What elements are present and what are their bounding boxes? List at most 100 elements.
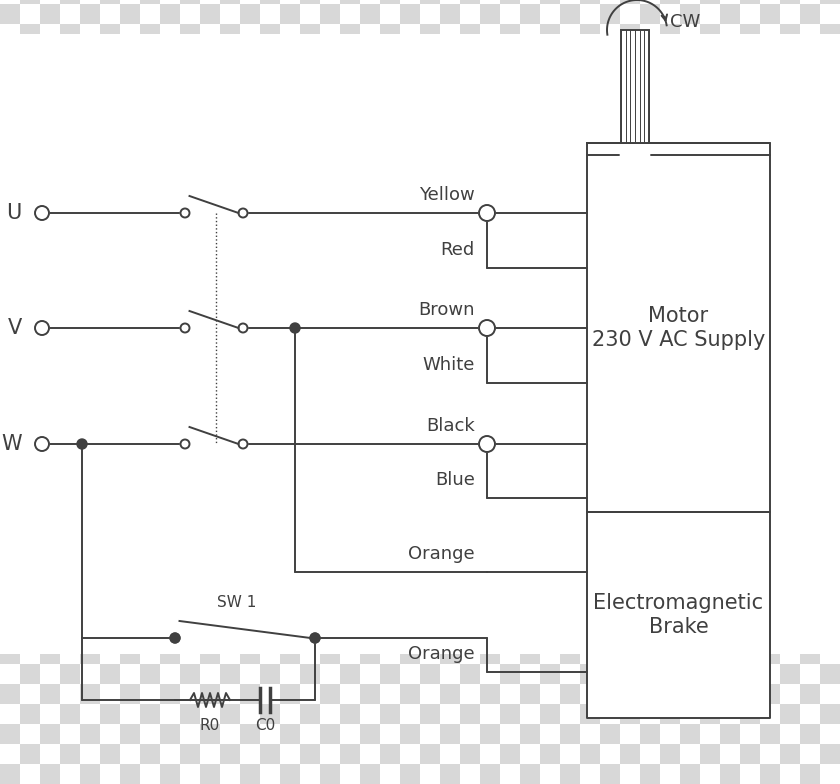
- Bar: [240, 684, 260, 704]
- Bar: [140, 264, 160, 284]
- Bar: [0, 124, 20, 144]
- Bar: [220, 0, 240, 4]
- Bar: [80, 564, 100, 584]
- Bar: [780, 264, 800, 284]
- Bar: [780, 704, 800, 724]
- Bar: [120, 244, 140, 264]
- Bar: [400, 764, 420, 784]
- Bar: [600, 44, 620, 64]
- Bar: [200, 204, 220, 224]
- Bar: [360, 364, 380, 384]
- Bar: [220, 464, 240, 484]
- Bar: [480, 404, 500, 424]
- Bar: [380, 0, 400, 4]
- Bar: [760, 604, 780, 624]
- Bar: [120, 724, 140, 744]
- Bar: [620, 584, 640, 604]
- Bar: [580, 184, 600, 204]
- Bar: [640, 124, 660, 144]
- Bar: [260, 424, 280, 444]
- Bar: [220, 504, 240, 524]
- Bar: [700, 584, 720, 604]
- Bar: [620, 104, 640, 124]
- Bar: [280, 444, 300, 464]
- Bar: [520, 324, 540, 344]
- Bar: [780, 544, 800, 564]
- Bar: [460, 104, 480, 124]
- Bar: [360, 444, 380, 464]
- Bar: [300, 64, 320, 84]
- Text: Brown: Brown: [418, 301, 475, 319]
- Bar: [80, 204, 100, 224]
- Bar: [240, 324, 260, 344]
- Bar: [320, 4, 340, 24]
- Bar: [160, 724, 180, 744]
- Bar: [60, 264, 80, 284]
- Bar: [300, 624, 320, 644]
- Bar: [320, 724, 340, 744]
- Bar: [540, 544, 560, 564]
- Bar: [20, 0, 40, 4]
- Bar: [160, 644, 180, 664]
- Bar: [160, 604, 180, 624]
- Bar: [60, 384, 80, 404]
- Text: U: U: [7, 203, 22, 223]
- Bar: [240, 724, 260, 744]
- Bar: [100, 584, 120, 604]
- Bar: [540, 184, 560, 204]
- Bar: [180, 504, 200, 524]
- Bar: [700, 184, 720, 204]
- Bar: [660, 664, 680, 684]
- Bar: [800, 444, 820, 464]
- Bar: [200, 404, 220, 424]
- Bar: [420, 344, 440, 364]
- Bar: [640, 644, 660, 664]
- Bar: [600, 564, 620, 584]
- Bar: [60, 624, 80, 644]
- Bar: [40, 724, 60, 744]
- Bar: [460, 144, 480, 164]
- Text: C0: C0: [255, 718, 276, 733]
- Bar: [20, 744, 40, 764]
- Bar: [80, 724, 100, 744]
- Bar: [580, 224, 600, 244]
- Bar: [780, 184, 800, 204]
- Bar: [820, 144, 840, 164]
- Bar: [240, 84, 260, 104]
- Bar: [100, 464, 120, 484]
- Bar: [621, 30, 649, 143]
- Bar: [200, 124, 220, 144]
- Bar: [660, 544, 680, 564]
- Bar: [420, 144, 440, 164]
- Bar: [660, 704, 680, 724]
- Bar: [200, 4, 220, 24]
- Bar: [260, 144, 280, 164]
- Bar: [540, 224, 560, 244]
- Bar: [580, 544, 600, 564]
- Bar: [460, 304, 480, 324]
- Bar: [240, 364, 260, 384]
- Bar: [0, 764, 20, 784]
- Bar: [220, 544, 240, 564]
- Bar: [480, 324, 500, 344]
- Circle shape: [35, 206, 49, 220]
- Bar: [590, 34, 840, 654]
- Bar: [20, 24, 40, 44]
- Bar: [400, 604, 420, 624]
- Bar: [180, 584, 200, 604]
- Bar: [560, 604, 580, 624]
- Bar: [720, 484, 740, 504]
- Bar: [200, 684, 220, 704]
- Bar: [60, 0, 80, 4]
- Bar: [660, 184, 680, 204]
- Bar: [0, 524, 20, 544]
- Bar: [140, 24, 160, 44]
- Bar: [560, 364, 580, 384]
- Bar: [720, 444, 740, 464]
- Bar: [500, 744, 520, 764]
- Bar: [460, 0, 480, 4]
- Bar: [460, 544, 480, 564]
- Bar: [680, 484, 700, 504]
- Bar: [440, 244, 460, 264]
- Bar: [0, 364, 20, 384]
